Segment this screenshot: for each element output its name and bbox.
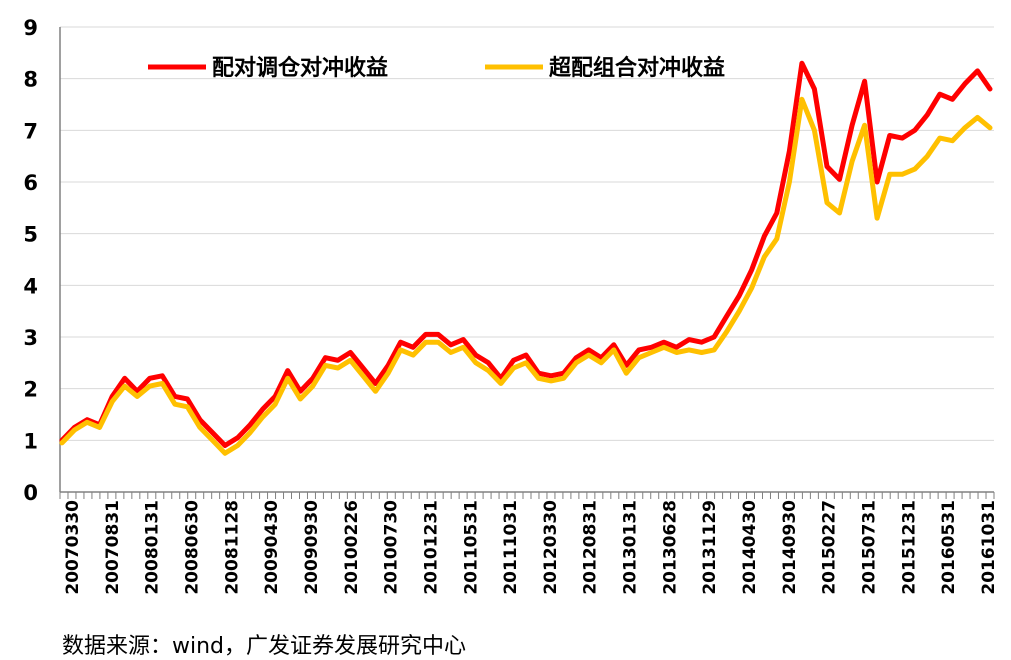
x-tick-label: 20100730 [382, 500, 402, 595]
source-note: 数据来源：wind，广发证券发展研究中心 [62, 634, 467, 659]
y-tick-label: 8 [23, 68, 38, 92]
x-tick-label: 20130131 [621, 500, 641, 595]
x-tick-label: 20080630 [182, 500, 202, 595]
y-tick-label: 9 [23, 16, 38, 40]
x-tick-label: 20120330 [541, 500, 561, 595]
x-tick-label: 20130628 [660, 500, 680, 595]
legend: 配对调仓对冲收益 超配组合对冲收益 [148, 55, 725, 81]
series-line-2 [59, 96, 993, 456]
grid-lines [60, 26, 994, 441]
series-lines [59, 60, 993, 456]
x-tick-label: 20160531 [939, 500, 959, 595]
x-tick-label: 20100226 [342, 500, 362, 595]
x-tick-label: 20111031 [501, 500, 521, 595]
x-tick-label: 20090430 [262, 500, 282, 595]
x-tick-label: 20150731 [860, 500, 880, 595]
x-tick-label: 20101231 [421, 500, 441, 595]
x-tick-label: 20080131 [143, 500, 163, 595]
legend-label-1: 配对调仓对冲收益 [212, 55, 388, 81]
x-tick-label: 20140430 [740, 500, 760, 595]
y-axis: 0 1 2 3 4 5 6 7 8 9 [23, 16, 61, 505]
x-axis: 20070330 20070831 20080131 20080630 20081128… [59, 491, 999, 595]
x-tick-label: 20161031 [979, 500, 999, 595]
y-tick-label: 0 [23, 481, 38, 505]
y-tick-label: 7 [23, 119, 38, 143]
x-tick-label: 20070831 [103, 500, 123, 595]
x-tick-label: 20120831 [581, 500, 601, 595]
y-tick-label: 2 [23, 378, 38, 402]
x-tick-label: 20140930 [780, 500, 800, 595]
x-tick-label: 20090930 [302, 500, 322, 595]
y-tick-label: 5 [23, 223, 38, 247]
y-tick-label: 4 [23, 274, 38, 298]
x-tick-label: 20131129 [700, 500, 720, 595]
series-line-1 [59, 60, 993, 448]
x-tick-label: 20110531 [461, 500, 481, 595]
x-tick-label: 20070330 [63, 500, 83, 595]
y-tick-label: 3 [23, 326, 38, 350]
y-tick-label: 1 [23, 429, 38, 453]
legend-label-2: 超配组合对冲收益 [549, 55, 725, 81]
line-chart: 0 1 2 3 4 5 6 7 8 9 20070330 20070831 20080131 20080… [23, 16, 999, 595]
y-tick-label: 6 [23, 171, 38, 195]
x-tick-label: 20081128 [222, 500, 242, 595]
x-tick-label: 20150227 [820, 500, 840, 595]
x-tick-label: 20151231 [899, 500, 919, 595]
